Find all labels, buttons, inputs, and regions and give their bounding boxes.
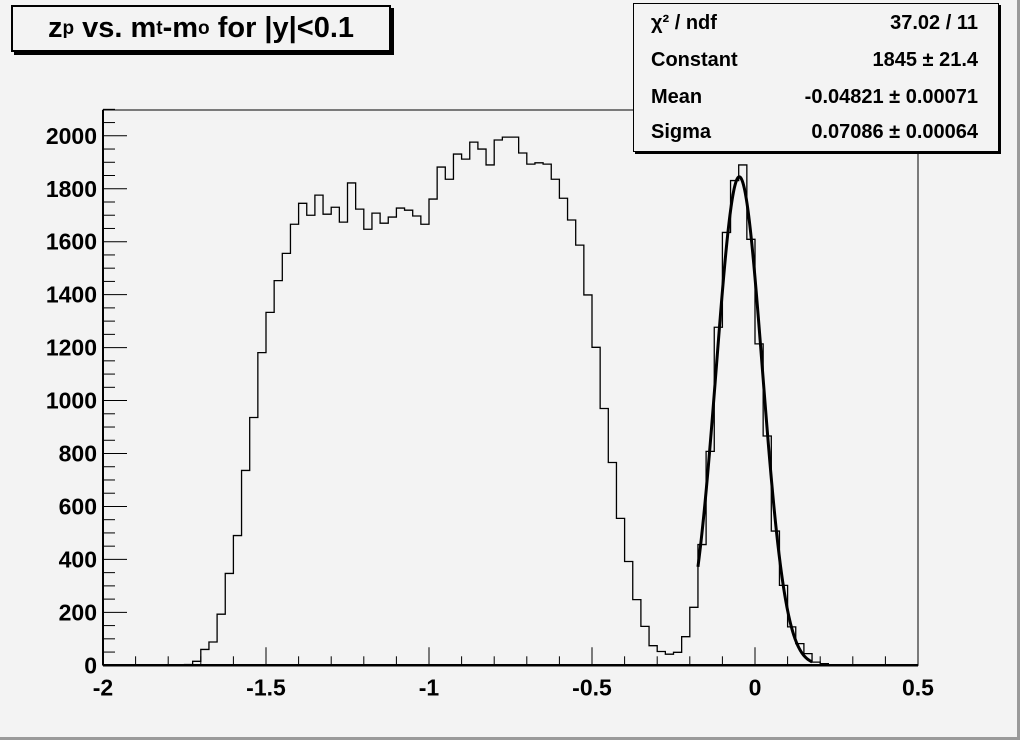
y-tick-label: 600 [59,493,97,519]
stats-value: 37.02 / 11 [890,11,978,34]
stats-row-sigma: Sigma 0.07086 ± 0.00064 [651,117,978,147]
title-vs-m: vs. m [74,12,157,44]
stats-label: Mean [651,85,703,108]
y-tick-label: 1400 [46,282,97,308]
stats-label: χ² / ndf [651,11,717,34]
stats-value: 1845 ± 21.4 [872,48,978,71]
x-tick-label: -2 [93,674,113,700]
y-tick-label: 1200 [46,335,97,361]
x-tick-label: 0.5 [902,674,934,700]
title-tail: for |y|<0.1 [209,12,355,44]
fit-stats-box: χ² / ndf 37.02 / 11 Constant 1845 ± 21.4… [633,3,999,152]
y-tick-label: 200 [59,599,97,625]
stats-row-chi2: χ² / ndf 37.02 / 11 [651,8,978,38]
title-z: z [47,12,63,44]
stats-row-constant: Constant 1845 ± 21.4 [651,45,978,75]
title-minus-m: -m [162,12,199,44]
histogram-outline [103,136,918,666]
x-tick-label: -0.5 [572,674,612,700]
y-tick-label: 0 [84,652,97,678]
x-tick-label: 0 [749,674,762,700]
y-tick-label: 400 [59,546,97,572]
stats-label: Constant [651,48,738,71]
y-tick-label: 2000 [46,123,97,149]
stats-row-mean: Mean -0.04821 ± 0.00071 [651,82,978,112]
stats-label: Sigma [651,120,712,143]
y-tick-label: 1800 [46,176,97,202]
stats-value: 0.07086 ± 0.00064 [811,120,978,143]
y-tick-label: 1000 [46,388,97,414]
stats-value: -0.04821 ± 0.00071 [804,85,978,108]
gaussian-fit-curve [696,175,813,664]
x-tick-label: -1 [419,674,440,700]
y-tick-label: 1600 [46,229,97,255]
y-tick-label: 800 [59,441,97,467]
x-tick-label: -1.5 [246,674,286,700]
